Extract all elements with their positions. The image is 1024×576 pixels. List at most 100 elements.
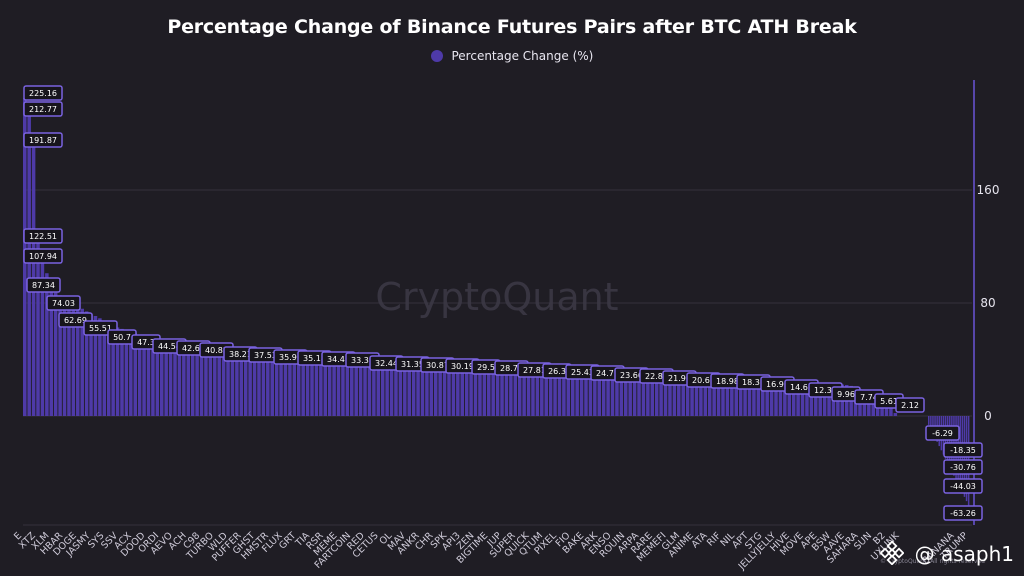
bar[interactable] bbox=[133, 333, 137, 416]
bar[interactable] bbox=[734, 378, 739, 416]
bar[interactable] bbox=[429, 366, 434, 416]
bar[interactable] bbox=[562, 372, 566, 416]
bar[interactable] bbox=[186, 345, 191, 416]
bar[interactable] bbox=[730, 378, 734, 416]
bar[interactable] bbox=[76, 306, 80, 416]
bar[interactable] bbox=[557, 371, 562, 416]
bar[interactable] bbox=[646, 374, 650, 416]
bar[interactable] bbox=[752, 379, 756, 416]
bar[interactable] bbox=[341, 362, 345, 416]
bar[interactable] bbox=[151, 338, 155, 416]
bar[interactable] bbox=[350, 362, 354, 416]
bar[interactable] bbox=[120, 328, 124, 416]
bar[interactable] bbox=[389, 364, 394, 416]
bar[interactable] bbox=[761, 379, 765, 416]
bar[interactable] bbox=[182, 345, 186, 416]
bar[interactable] bbox=[248, 353, 252, 416]
bar[interactable] bbox=[111, 325, 115, 416]
bar[interactable] bbox=[217, 350, 221, 416]
bar[interactable] bbox=[509, 369, 513, 416]
bar[interactable] bbox=[800, 381, 805, 416]
bar[interactable] bbox=[292, 357, 297, 416]
bar[interactable] bbox=[517, 370, 522, 416]
bar[interactable] bbox=[314, 359, 319, 416]
bar[interactable] bbox=[323, 360, 328, 416]
bar[interactable] bbox=[243, 353, 248, 416]
bar[interactable] bbox=[464, 367, 469, 416]
bar[interactable] bbox=[270, 355, 274, 416]
bar[interactable] bbox=[288, 357, 292, 416]
bar[interactable] bbox=[62, 298, 67, 416]
bar[interactable] bbox=[500, 369, 504, 416]
bar[interactable] bbox=[809, 381, 814, 416]
bar[interactable] bbox=[672, 375, 677, 416]
bar[interactable] bbox=[690, 376, 694, 416]
bar[interactable] bbox=[796, 381, 800, 416]
bar[interactable] bbox=[456, 367, 460, 416]
bar[interactable] bbox=[310, 359, 314, 416]
bar[interactable] bbox=[146, 337, 151, 416]
bar[interactable] bbox=[398, 365, 403, 416]
bar[interactable] bbox=[195, 347, 199, 416]
bar[interactable] bbox=[301, 358, 305, 416]
bar[interactable] bbox=[531, 370, 535, 416]
bar[interactable] bbox=[787, 380, 792, 416]
bar[interactable] bbox=[624, 373, 628, 416]
bar[interactable] bbox=[765, 380, 769, 416]
bar[interactable] bbox=[84, 311, 89, 416]
bar[interactable] bbox=[327, 361, 332, 417]
bar[interactable] bbox=[628, 373, 632, 416]
bar[interactable] bbox=[650, 374, 655, 416]
bar[interactable] bbox=[659, 374, 663, 416]
bar[interactable] bbox=[487, 368, 491, 416]
bar[interactable] bbox=[420, 366, 425, 416]
bar[interactable] bbox=[173, 343, 177, 416]
bar[interactable] bbox=[363, 362, 367, 416]
bar[interactable] bbox=[553, 371, 557, 416]
bar[interactable] bbox=[535, 371, 540, 416]
bar[interactable] bbox=[932, 416, 934, 434]
bar[interactable] bbox=[473, 368, 478, 416]
bar[interactable] bbox=[252, 354, 257, 416]
bar[interactable] bbox=[451, 367, 456, 416]
bar[interactable] bbox=[694, 376, 699, 416]
bar[interactable] bbox=[540, 371, 544, 416]
bar[interactable] bbox=[460, 367, 465, 416]
bar[interactable] bbox=[637, 374, 641, 416]
bar[interactable] bbox=[261, 354, 266, 416]
bar[interactable] bbox=[791, 380, 796, 416]
bar[interactable] bbox=[579, 372, 584, 416]
bar[interactable] bbox=[610, 373, 615, 416]
bar[interactable] bbox=[495, 369, 500, 416]
bar[interactable] bbox=[570, 372, 575, 416]
bar[interactable] bbox=[544, 371, 548, 417]
bar[interactable] bbox=[354, 362, 358, 416]
bar[interactable] bbox=[411, 365, 416, 416]
bar[interactable] bbox=[504, 369, 509, 416]
bar[interactable] bbox=[142, 336, 146, 416]
bar[interactable] bbox=[199, 347, 204, 416]
bar[interactable] bbox=[98, 318, 102, 416]
legend[interactable]: Percentage Change (%) bbox=[0, 49, 1024, 63]
bar[interactable] bbox=[822, 382, 827, 416]
bar[interactable] bbox=[928, 416, 930, 425]
bar[interactable] bbox=[36, 242, 40, 416]
bar[interactable] bbox=[778, 380, 783, 416]
bar[interactable] bbox=[53, 292, 58, 416]
bar[interactable] bbox=[668, 375, 672, 416]
bar[interactable] bbox=[93, 316, 98, 416]
bar[interactable] bbox=[685, 375, 690, 416]
bar[interactable] bbox=[814, 382, 818, 416]
bar[interactable] bbox=[27, 115, 31, 417]
bar[interactable] bbox=[743, 379, 747, 416]
bar[interactable] bbox=[747, 379, 752, 416]
bar[interactable] bbox=[827, 383, 831, 416]
bar[interactable] bbox=[884, 405, 889, 416]
bar[interactable] bbox=[707, 377, 712, 416]
bar[interactable] bbox=[155, 339, 160, 416]
bar[interactable] bbox=[266, 355, 270, 416]
bar[interactable] bbox=[703, 376, 708, 416]
bar[interactable] bbox=[204, 348, 208, 417]
bar[interactable] bbox=[615, 373, 619, 417]
